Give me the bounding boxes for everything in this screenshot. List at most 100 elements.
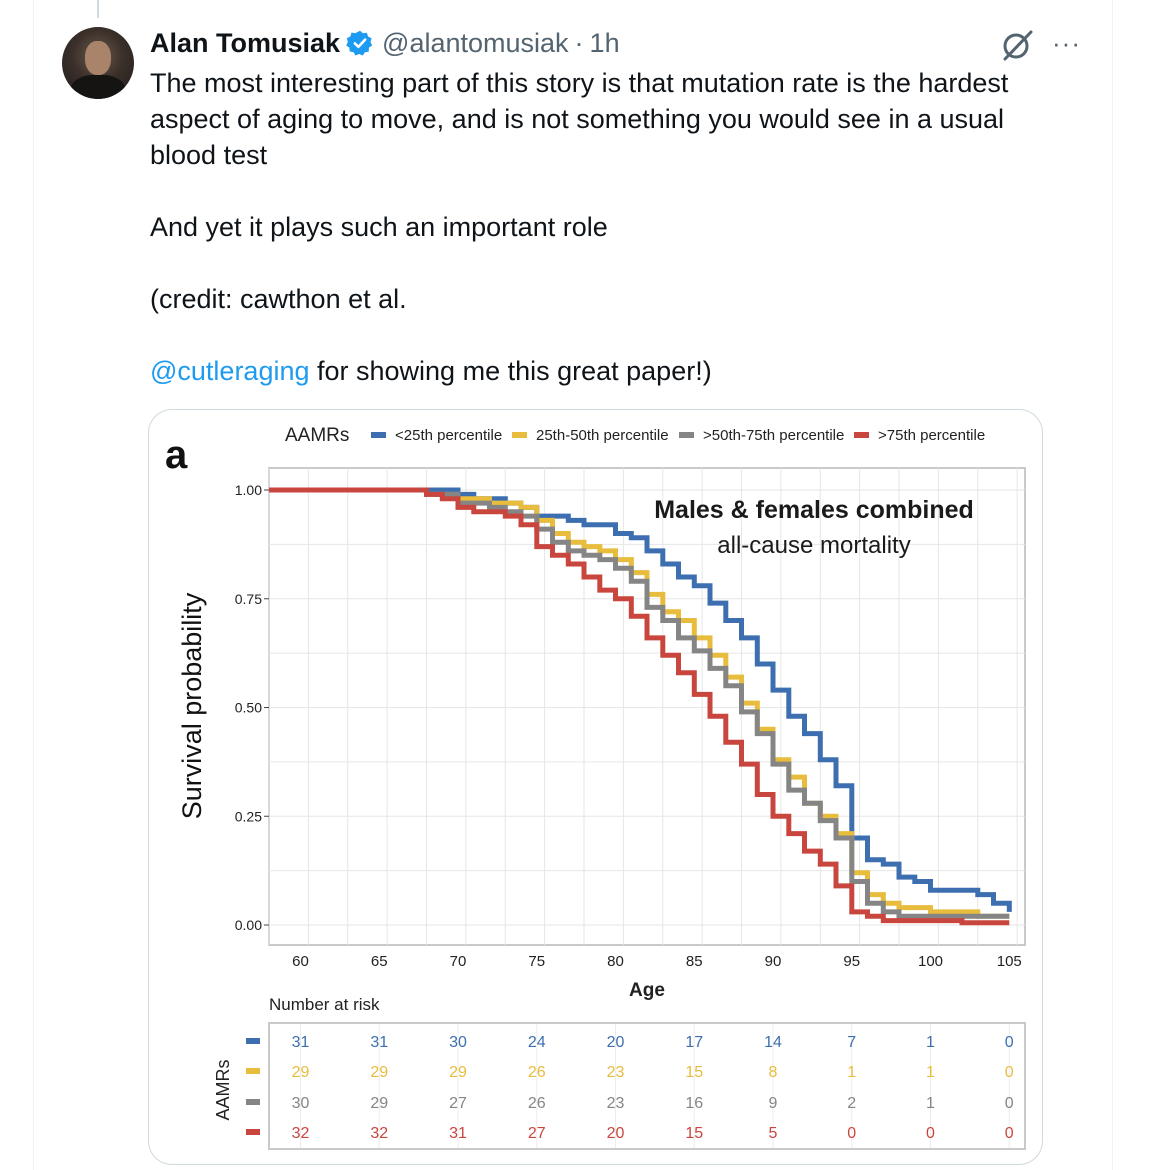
risk-cell: 7: [847, 1034, 856, 1051]
survival-curve-line: [269, 487, 1010, 919]
x-tick-label: 105: [997, 953, 1022, 970]
risk-cell: 0: [1005, 1064, 1014, 1081]
risk-row-swatch: [246, 1099, 260, 1105]
risk-cell: 2: [847, 1095, 856, 1112]
legend-label: >50th-75th percentile: [703, 427, 844, 444]
risk-cell: 0: [1005, 1125, 1014, 1142]
separator-dot: ·: [574, 27, 584, 58]
x-tick-label: 95: [843, 953, 860, 970]
x-axis-ticks: 60 65 70 75 80 85 90 95 100 105: [292, 953, 1022, 970]
y-tick-label: 0.00: [235, 917, 262, 933]
risk-cell: 1: [926, 1095, 935, 1112]
risk-cell: 26: [528, 1064, 546, 1081]
risk-cell: 15: [685, 1064, 703, 1081]
grok-icon[interactable]: [1000, 28, 1034, 62]
risk-cell: 23: [607, 1064, 625, 1081]
tweet-text-line-2: aspect of aging to move, and is not some…: [150, 104, 1005, 134]
survival-curves: [269, 487, 1012, 926]
y-tick-label: 0.25: [235, 808, 262, 824]
legend-label: 25th-50th percentile: [536, 427, 669, 444]
risk-cell: 30: [449, 1034, 467, 1051]
media-card[interactable]: a AAMRs <25th percentile 25th-50th percen…: [148, 409, 1043, 1165]
risk-cell: 29: [449, 1064, 467, 1081]
legend-swatch: [512, 432, 527, 438]
y-tick-label: 1.00: [235, 482, 262, 498]
legend-label: <25th percentile: [395, 427, 502, 444]
chart-subtitle: all-cause mortality: [717, 532, 910, 559]
risk-table-frame: [268, 1022, 1026, 1150]
y-axis-ticks: 0.00 0.25 0.50 0.75 1.00: [235, 482, 269, 933]
risk-cell: 20: [607, 1034, 625, 1051]
avatar-face: [85, 41, 111, 75]
risk-cell: 17: [685, 1034, 703, 1051]
panel-label: a: [165, 433, 188, 477]
verified-badge-icon: [346, 30, 373, 56]
legend-title: AAMRs: [285, 425, 349, 446]
risk-cell: 20: [607, 1125, 625, 1142]
risk-cell: 0: [847, 1125, 856, 1142]
x-tick-label: 75: [528, 953, 545, 970]
timestamp[interactable]: 1h: [589, 27, 620, 58]
legend-swatch: [854, 432, 869, 438]
tweet-text-line-6: @cutleraging for showing me this great p…: [150, 353, 1050, 389]
risk-cell: 24: [528, 1034, 546, 1051]
more-icon[interactable]: ···: [1052, 28, 1081, 58]
timeline-border-right: [1112, 0, 1113, 1170]
risk-cell: 14: [764, 1034, 782, 1051]
risk-cell: 27: [528, 1125, 546, 1142]
x-tick-label: 85: [686, 953, 703, 970]
tweet-text-line-1: The most interesting part of this story …: [150, 68, 1009, 98]
tweet-text-line-4: And yet it plays such an important role: [150, 212, 608, 242]
survival-chart: a AAMRs <25th percentile 25th-50th percen…: [165, 425, 1026, 1150]
risk-row-swatch: [246, 1068, 260, 1074]
risk-cell: 15: [685, 1125, 703, 1142]
risk-cell: 16: [685, 1095, 703, 1112]
risk-cell: 31: [292, 1034, 310, 1051]
risk-cell: 1: [847, 1064, 856, 1081]
risk-table-title: Number at risk: [269, 995, 380, 1014]
chart-title: Males & females combined: [654, 496, 974, 524]
risk-cell: 9: [769, 1095, 778, 1112]
mention-link[interactable]: @cutleraging: [150, 356, 310, 386]
risk-cell: 32: [370, 1125, 388, 1142]
author-handle[interactable]: @alantomusiak: [382, 27, 569, 58]
legend-swatch: [679, 432, 694, 438]
mention-suffix: for showing me this great paper!): [309, 356, 712, 386]
risk-row-swatch: [246, 1038, 260, 1044]
y-tick-label: 0.50: [235, 700, 262, 716]
author-name[interactable]: Alan Tomusiak: [150, 27, 341, 58]
tweet-text-line-3: blood test: [150, 140, 268, 170]
risk-cell: 26: [528, 1095, 546, 1112]
x-tick-label: 90: [765, 953, 782, 970]
legend-swatch: [371, 432, 386, 438]
risk-cell: 31: [449, 1125, 467, 1142]
timeline-border-left: [33, 0, 34, 1170]
x-axis-label: Age: [629, 980, 665, 1001]
risk-cell: 29: [292, 1064, 310, 1081]
thread-connector: [97, 0, 99, 18]
risk-cell: 32: [292, 1125, 310, 1142]
y-tick-label: 0.75: [235, 591, 262, 607]
legend-label: >75th percentile: [878, 427, 985, 444]
x-tick-label: 65: [371, 953, 388, 970]
x-tick-label: 70: [450, 953, 467, 970]
risk-cell: 23: [607, 1095, 625, 1112]
risk-cell: 29: [370, 1064, 388, 1081]
risk-row-swatch: [246, 1129, 260, 1135]
avatar[interactable]: [62, 27, 134, 99]
risk-cell: 5: [769, 1125, 778, 1142]
x-tick-label: 60: [292, 953, 309, 970]
risk-cell: 0: [1005, 1095, 1014, 1112]
survival-curve-line: [269, 487, 1010, 926]
risk-table: 31 31 30 24 20 17 14 7 1 029 29 29 26 23 15 8 1 1 030 29 27 2…: [246, 1024, 1014, 1148]
tweet-header: Alan Tomusiak @alantomusiak · 1h: [150, 26, 620, 60]
y-axis-label: Survival probability: [177, 592, 207, 819]
risk-cell: 31: [370, 1034, 388, 1051]
risk-cell: 1: [926, 1034, 935, 1051]
tweet-text-line-5: (credit: cawthon et al.: [150, 284, 407, 314]
risk-cell: 29: [370, 1095, 388, 1112]
avatar-shoulders: [70, 75, 126, 99]
risk-cell: 30: [292, 1095, 310, 1112]
x-tick-label: 80: [607, 953, 624, 970]
risk-table-ylabel: AAMRs: [213, 1059, 233, 1120]
